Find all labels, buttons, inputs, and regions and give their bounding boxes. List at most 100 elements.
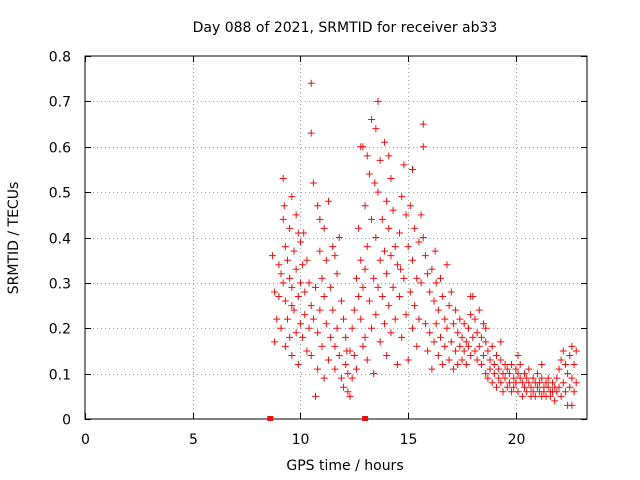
- y-tick-label: 0.8: [49, 50, 71, 66]
- data-point: [514, 351, 522, 359]
- data-point: [400, 274, 408, 282]
- data-point: [361, 202, 369, 210]
- data-point: [309, 179, 317, 187]
- data-point: [499, 388, 507, 396]
- data-point: [329, 243, 337, 251]
- data-point: [488, 379, 496, 387]
- data-point: [499, 370, 507, 378]
- data-point: [544, 383, 552, 391]
- data-point: [551, 397, 559, 405]
- data-point: [449, 320, 457, 328]
- data-point: [490, 370, 498, 378]
- data-point: [279, 215, 287, 223]
- data-point: [305, 279, 313, 287]
- data-point: [439, 361, 447, 369]
- data-point: [521, 370, 529, 378]
- data-point: [343, 347, 351, 355]
- data-point: [365, 297, 373, 305]
- data-point: [480, 320, 488, 328]
- data-point: [268, 252, 276, 260]
- data-point: [467, 311, 475, 319]
- data-point: [288, 302, 296, 310]
- data-point: [309, 315, 317, 323]
- data-point: [447, 288, 455, 296]
- data-point: [337, 374, 345, 382]
- data-point: [531, 392, 539, 400]
- data-point: [288, 283, 296, 291]
- data-point: [344, 370, 352, 378]
- data-point: [320, 374, 328, 382]
- data-point: [391, 243, 399, 251]
- data-point: [277, 270, 285, 278]
- data-point: [383, 270, 391, 278]
- data-point: [549, 379, 557, 387]
- data-point: [300, 229, 308, 237]
- data-point: [533, 383, 541, 391]
- data-point: [329, 306, 337, 314]
- data-point: [314, 365, 322, 373]
- data-point: [277, 324, 285, 332]
- data-point: [538, 361, 546, 369]
- data-point: [510, 383, 518, 391]
- data-point: [434, 351, 442, 359]
- data-point: [561, 361, 569, 369]
- plot-frame: [84, 55, 588, 420]
- data-point: [497, 338, 505, 346]
- data-point: [546, 392, 554, 400]
- data-point: [286, 333, 294, 341]
- data-point: [378, 292, 386, 300]
- data-point: [312, 392, 320, 400]
- data-point: [484, 374, 492, 382]
- data-point: [523, 374, 531, 382]
- data-point: [505, 379, 513, 387]
- data-point: [570, 361, 578, 369]
- data-point: [352, 365, 360, 373]
- data-point: [294, 292, 302, 300]
- data-point: [408, 165, 416, 173]
- data-point: [327, 283, 335, 291]
- data-point: [542, 379, 550, 387]
- x-tick-label: 10: [292, 432, 310, 448]
- data-point: [280, 202, 288, 210]
- data-point: [471, 315, 479, 323]
- data-point: [419, 120, 427, 128]
- data-point: [292, 329, 300, 337]
- data-point: [376, 338, 384, 346]
- y-tick-label: 0.5: [49, 186, 71, 202]
- data-point: [380, 320, 388, 328]
- data-point: [273, 315, 281, 323]
- data-point: [368, 324, 376, 332]
- data-point: [385, 224, 393, 232]
- data-point: [380, 138, 388, 146]
- data-point: [445, 356, 453, 364]
- data-point: [465, 324, 473, 332]
- data-point: [316, 306, 324, 314]
- data-point: [340, 315, 348, 323]
- data-point: [396, 292, 404, 300]
- data-point: [314, 329, 322, 337]
- data-point: [376, 156, 384, 164]
- data-point: [340, 383, 348, 391]
- data-point: [449, 365, 457, 373]
- data-point: [288, 193, 296, 201]
- data-point: [322, 256, 330, 264]
- data-point: [430, 297, 438, 305]
- y-tick-label: 0.3: [49, 277, 71, 293]
- data-point: [391, 315, 399, 323]
- data-point: [501, 361, 509, 369]
- y-tick-label: 0.4: [49, 232, 71, 248]
- data-point: [387, 329, 395, 337]
- data-point: [536, 379, 544, 387]
- data-point: [359, 143, 367, 151]
- data-point: [447, 338, 455, 346]
- data-point: [411, 224, 419, 232]
- data-point: [286, 274, 294, 282]
- data-point: [331, 342, 339, 350]
- data-point: [486, 365, 494, 373]
- data-point: [525, 365, 533, 373]
- chart-title: Day 088 of 2021, SRMTID for receiver ab3…: [193, 20, 498, 36]
- data-point: [387, 175, 395, 183]
- grid-lines: [85, 56, 587, 419]
- data-point: [475, 342, 483, 350]
- data-point: [400, 161, 408, 169]
